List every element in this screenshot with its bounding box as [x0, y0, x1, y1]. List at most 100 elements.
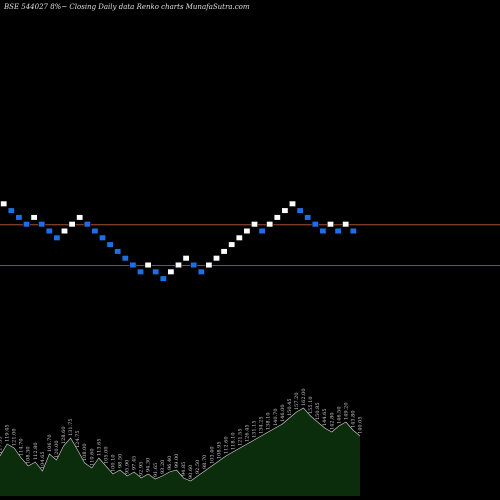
volume-value-label: 113.65 — [96, 439, 102, 457]
reference-lines — [0, 224, 500, 267]
up-brick — [68, 221, 76, 228]
volume-value-label: 121.00 — [12, 429, 18, 447]
volume-value-label: 124.75 — [75, 431, 81, 449]
volume-value-label: 97.45 — [132, 456, 138, 470]
volume-panel — [0, 407, 361, 496]
volume-value-label: 146.00 — [280, 405, 286, 423]
volume-value-label: 90.60 — [188, 465, 194, 479]
volume-value-label: 150.45 — [287, 399, 293, 417]
up-brick — [205, 261, 213, 269]
volume-value-label: 119.45 — [5, 425, 11, 443]
volume-value-label: 112.60 — [223, 437, 229, 455]
up-brick — [182, 255, 190, 262]
volume-value-label: 106.70 — [47, 435, 53, 453]
down-brick — [311, 221, 319, 228]
volume-value-label: 108.00 — [82, 444, 88, 462]
volume-value-label: 128.60 — [61, 427, 67, 445]
chart-title: BSE 544027 8%~ Closing Daily data Renko … — [3, 3, 250, 11]
volume-value-label: 95.90 — [125, 460, 131, 474]
down-brick — [38, 221, 46, 228]
up-brick — [288, 200, 296, 207]
up-brick — [266, 221, 274, 228]
volume-value-label: 92.95 — [139, 462, 145, 476]
up-brick — [243, 227, 251, 235]
volume-value-label: 99.00 — [174, 454, 180, 468]
volume-value-label: 146.50 — [336, 407, 342, 425]
down-brick — [296, 207, 304, 214]
volume-value-label: 143.80 — [350, 411, 356, 429]
down-brick — [197, 268, 205, 275]
down-brick — [53, 234, 61, 241]
volume-value-label: 108.95 — [216, 442, 222, 460]
up-brick — [167, 268, 175, 275]
volume-value-label: 91.65 — [153, 463, 159, 477]
volume-value-label: 140.70 — [273, 409, 279, 427]
volume-value-label: 134.25 — [259, 417, 265, 435]
volume-value-label: 120.00 — [54, 441, 60, 459]
up-brick — [342, 221, 350, 228]
up-brick — [220, 248, 228, 255]
down-brick — [15, 214, 23, 221]
up-brick — [273, 214, 281, 221]
down-brick — [258, 227, 266, 235]
volume-value-label: 149.20 — [343, 403, 349, 421]
volume-value-label: 121.55 — [238, 429, 244, 447]
up-brick — [213, 255, 221, 262]
down-brick — [121, 255, 129, 262]
down-brick — [349, 227, 357, 235]
volume-value-label: 98.50 — [118, 454, 124, 468]
up-brick — [175, 261, 183, 269]
volume-value-label: 100.10 — [110, 455, 116, 473]
volume-area — [0, 408, 360, 496]
volume-value-label: 104.65 — [40, 452, 46, 470]
down-brick — [304, 214, 312, 221]
up-brick — [326, 221, 334, 228]
volume-value-label: 144.65 — [322, 409, 328, 427]
volume-value-label: 131.75 — [68, 419, 74, 437]
volume-value-label: 92.50 — [195, 460, 201, 474]
volume-value-label: 112.80 — [33, 443, 39, 461]
down-brick — [99, 234, 107, 241]
volume-value-label: 138.10 — [266, 413, 272, 431]
volume-value-label: 118.10 — [230, 433, 236, 451]
down-brick — [7, 207, 15, 214]
up-brick — [228, 241, 236, 248]
volume-value-label: 94.85 — [181, 462, 187, 476]
down-brick — [91, 227, 99, 235]
down-brick — [129, 261, 137, 269]
volume-value-label: 157.20 — [294, 393, 300, 411]
down-brick — [334, 227, 342, 235]
up-brick — [76, 214, 84, 221]
volume-value-label: 93.20 — [160, 460, 166, 474]
volume-value-label: 114.70 — [19, 439, 25, 457]
volume-value-label: 94.30 — [146, 458, 152, 472]
up-brick — [281, 207, 289, 214]
down-brick — [190, 261, 198, 269]
volume-value-label: 131.15 — [252, 421, 258, 439]
down-brick — [83, 221, 91, 228]
down-brick — [106, 241, 114, 248]
up-brick — [0, 200, 8, 207]
down-brick — [159, 275, 167, 282]
up-brick — [60, 227, 68, 235]
up-brick — [251, 221, 259, 228]
up-brick — [235, 234, 243, 241]
volume-value-label: 127.35 — [0, 437, 4, 455]
volume-value-label: 142.80 — [329, 413, 335, 431]
volume-value-label: 155.10 — [308, 397, 314, 415]
volume-value-label: 105.00 — [103, 447, 109, 465]
down-brick — [22, 221, 30, 228]
down-brick — [152, 268, 160, 275]
down-brick — [45, 227, 53, 235]
down-brick — [137, 268, 145, 275]
volume-value-label: 98.70 — [202, 455, 208, 469]
volume-value-label: 103.40 — [209, 447, 215, 465]
volume-value-label: 96.40 — [167, 456, 173, 470]
volume-line — [0, 407, 361, 482]
up-brick — [30, 214, 38, 221]
up-brick — [144, 261, 152, 269]
volume-value-label: 150.85 — [315, 403, 321, 421]
